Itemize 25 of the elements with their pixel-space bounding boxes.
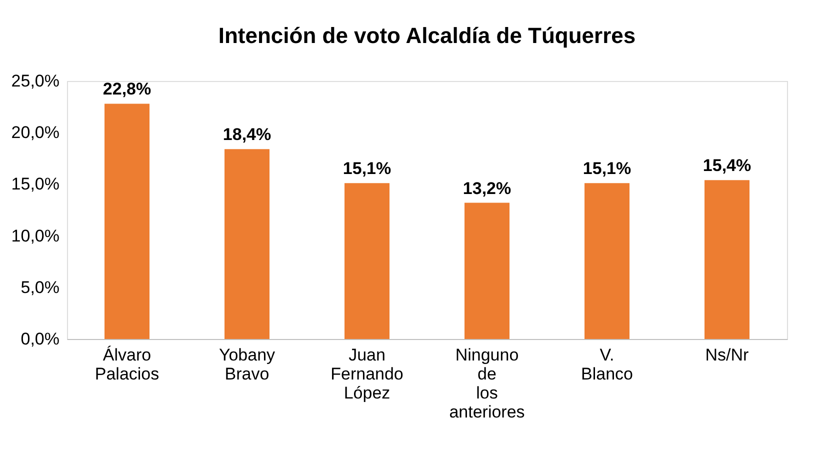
x-tick-label: Juan Fernando López	[330, 346, 404, 402]
bar	[224, 149, 270, 339]
y-tick-label: 10,0%	[11, 226, 60, 246]
bar	[584, 183, 630, 339]
x-tick-label: Ns/Nr	[705, 346, 750, 364]
x-tick-label: Ninguno de los anteriores	[449, 346, 525, 422]
y-tick-label: 0,0%	[20, 330, 60, 348]
data-label: 13,2%	[462, 178, 512, 198]
data-label: 15,1%	[582, 159, 632, 178]
y-tick-label: 25,0%	[11, 72, 60, 90]
data-label: 15,1%	[342, 159, 392, 178]
y-tick-label: 5,0%	[20, 278, 60, 297]
x-tick-label: Yobany Bravo	[218, 346, 276, 384]
x-tick-label: Álvaro Palacios	[94, 346, 160, 384]
data-label: 22,8%	[102, 80, 152, 99]
y-tick-label: 20,0%	[11, 123, 60, 142]
bar	[344, 183, 390, 339]
bar	[104, 104, 150, 339]
bar	[704, 180, 750, 339]
data-label: 15,4%	[702, 156, 752, 176]
y-tick-label: 15,0%	[11, 174, 60, 194]
bar	[464, 202, 510, 339]
chart-title: Intención de voto Alcaldía de Túquerres	[218, 23, 636, 48]
x-tick-label: V. Blanco	[581, 346, 633, 384]
data-label: 18,4%	[222, 125, 272, 144]
